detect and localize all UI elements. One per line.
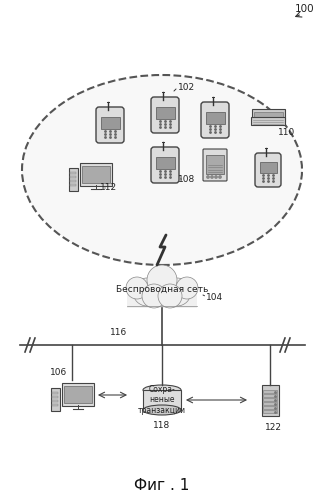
Text: 116: 116 xyxy=(110,328,127,337)
FancyBboxPatch shape xyxy=(52,392,58,394)
FancyBboxPatch shape xyxy=(252,108,284,122)
FancyBboxPatch shape xyxy=(262,384,279,416)
Text: 106: 106 xyxy=(50,368,67,377)
Circle shape xyxy=(133,278,161,306)
FancyBboxPatch shape xyxy=(70,176,76,178)
FancyBboxPatch shape xyxy=(50,388,59,410)
Circle shape xyxy=(158,284,182,308)
FancyBboxPatch shape xyxy=(151,147,179,183)
FancyBboxPatch shape xyxy=(263,394,277,397)
FancyBboxPatch shape xyxy=(201,102,229,138)
FancyBboxPatch shape xyxy=(82,166,110,183)
FancyBboxPatch shape xyxy=(70,184,76,186)
FancyBboxPatch shape xyxy=(255,153,281,187)
FancyBboxPatch shape xyxy=(251,116,285,126)
FancyBboxPatch shape xyxy=(61,382,94,406)
FancyBboxPatch shape xyxy=(151,97,179,133)
FancyBboxPatch shape xyxy=(263,402,277,405)
Text: 104: 104 xyxy=(206,293,223,302)
FancyBboxPatch shape xyxy=(263,406,277,409)
FancyBboxPatch shape xyxy=(63,386,92,403)
FancyBboxPatch shape xyxy=(259,162,277,172)
Text: 118: 118 xyxy=(153,421,171,430)
FancyBboxPatch shape xyxy=(70,180,76,182)
FancyBboxPatch shape xyxy=(263,398,277,401)
FancyBboxPatch shape xyxy=(127,292,197,308)
FancyBboxPatch shape xyxy=(155,106,175,118)
Circle shape xyxy=(207,176,209,178)
Circle shape xyxy=(163,278,191,306)
FancyBboxPatch shape xyxy=(52,404,58,406)
Text: 110: 110 xyxy=(278,128,295,137)
Text: Беспроводная сеть: Беспроводная сеть xyxy=(116,286,208,294)
Circle shape xyxy=(142,284,166,308)
FancyBboxPatch shape xyxy=(263,390,277,393)
Text: 102: 102 xyxy=(178,83,195,92)
FancyBboxPatch shape xyxy=(203,149,227,181)
FancyBboxPatch shape xyxy=(263,410,277,413)
Polygon shape xyxy=(143,390,181,410)
Circle shape xyxy=(211,176,213,178)
Ellipse shape xyxy=(143,405,181,415)
Text: Сохра-
неные
транзакции: Сохра- неные транзакции xyxy=(138,385,186,415)
Circle shape xyxy=(176,277,198,299)
FancyBboxPatch shape xyxy=(100,116,120,128)
Text: 100: 100 xyxy=(295,4,315,14)
FancyBboxPatch shape xyxy=(70,172,76,174)
FancyBboxPatch shape xyxy=(52,400,58,402)
FancyBboxPatch shape xyxy=(69,168,77,190)
Ellipse shape xyxy=(22,75,302,265)
FancyBboxPatch shape xyxy=(52,396,58,398)
Circle shape xyxy=(219,176,221,178)
Text: 108: 108 xyxy=(178,175,195,184)
FancyBboxPatch shape xyxy=(80,162,111,186)
Text: Фиг . 1: Фиг . 1 xyxy=(134,478,190,492)
FancyBboxPatch shape xyxy=(96,107,124,143)
Text: 112: 112 xyxy=(100,183,117,192)
FancyBboxPatch shape xyxy=(206,155,224,174)
FancyBboxPatch shape xyxy=(254,112,282,120)
FancyBboxPatch shape xyxy=(155,156,175,168)
Circle shape xyxy=(147,265,177,295)
Circle shape xyxy=(215,176,217,178)
Circle shape xyxy=(126,277,148,299)
FancyBboxPatch shape xyxy=(205,112,225,124)
Ellipse shape xyxy=(143,385,181,395)
Text: 122: 122 xyxy=(265,423,282,432)
